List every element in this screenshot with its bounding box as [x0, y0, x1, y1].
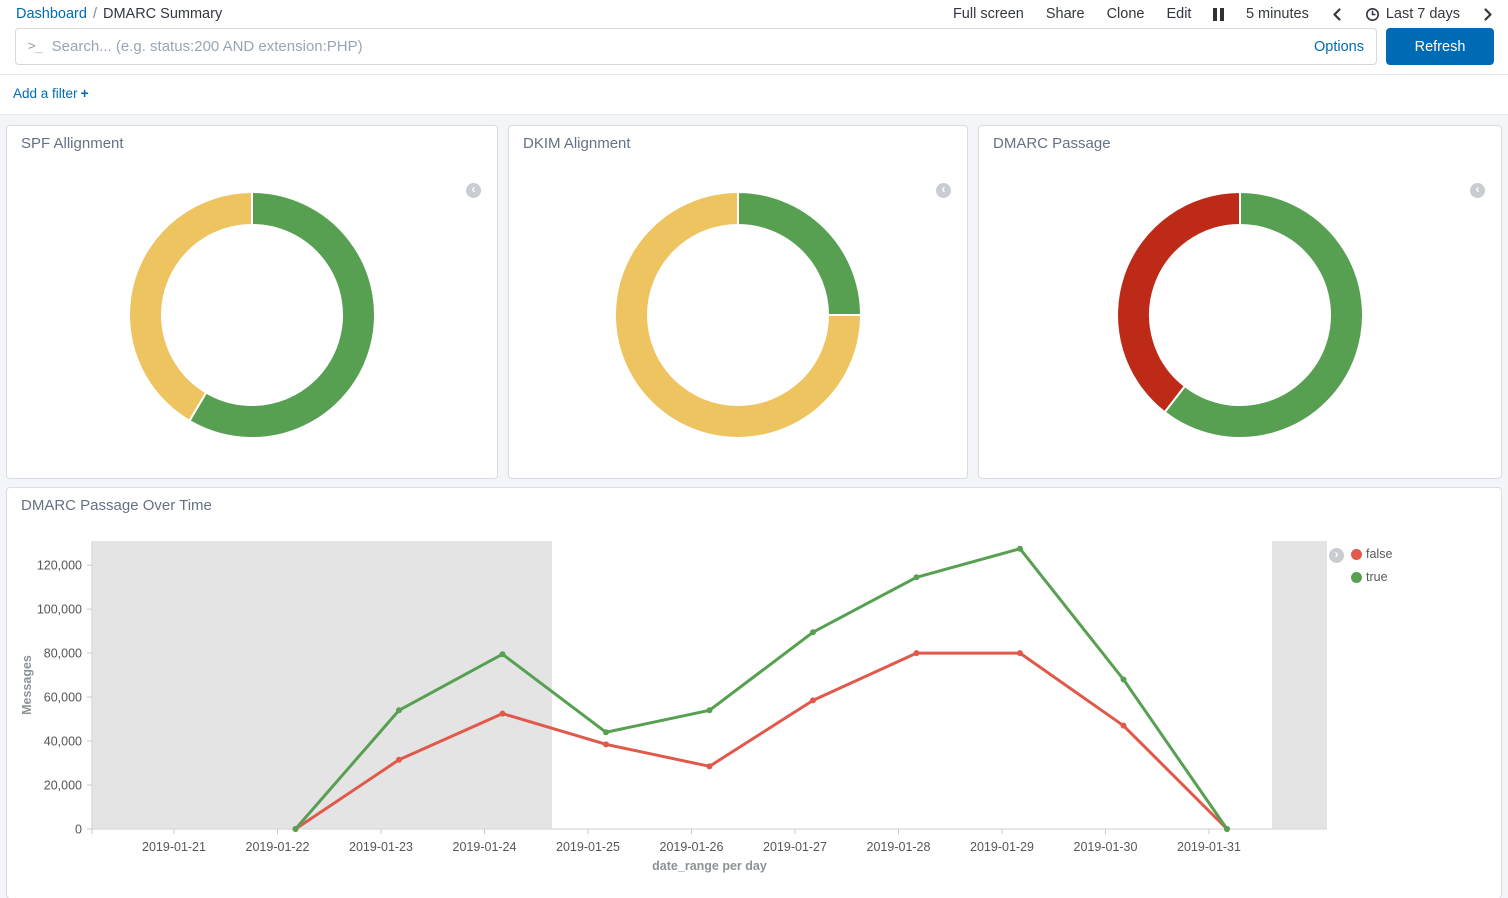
clock-icon [1365, 7, 1380, 22]
search-box[interactable]: >_ Options [15, 28, 1377, 65]
svg-text:2019-01-21: 2019-01-21 [142, 840, 206, 854]
legend-collapse-icon[interactable]: ‹ [936, 183, 951, 198]
svg-text:120,000: 120,000 [37, 559, 82, 573]
line-chart-area: 0 20,000 40,000 60,000 80,000 100,000 120,000 2… [7, 537, 1501, 882]
page-title: DMARC Summary [103, 6, 222, 22]
breadcrumb-dashboard-link[interactable]: Dashboard [16, 6, 87, 22]
dkim-alignment-donut-chart[interactable] [509, 190, 967, 440]
pause-refresh-icon[interactable] [1213, 8, 1224, 21]
breadcrumb: Dashboard / DMARC Summary [16, 6, 222, 22]
svg-text:2019-01-26: 2019-01-26 [660, 840, 724, 854]
panel-title: DMARC Passage Over Time [7, 488, 1501, 514]
query-bar: >_ Options Refresh [0, 26, 1508, 74]
panel-title: DKIM Alignment [509, 126, 967, 152]
breadcrumb-separator: / [93, 6, 97, 22]
search-input[interactable] [52, 38, 1296, 55]
svg-text:100,000: 100,000 [37, 603, 82, 617]
time-range-value: Last 7 days [1386, 6, 1460, 22]
edit-button[interactable]: Edit [1166, 6, 1191, 22]
legend-dot-true [1351, 572, 1362, 583]
panel-spf-alignment: SPF Allignment ‹ [6, 125, 498, 479]
svg-text:20,000: 20,000 [44, 779, 82, 793]
svg-text:2019-01-27: 2019-01-27 [763, 840, 827, 854]
svg-text:2019-01-24: 2019-01-24 [453, 840, 517, 854]
share-button[interactable]: Share [1046, 6, 1085, 22]
query-options-link[interactable]: Options [1314, 39, 1364, 55]
legend-collapse-icon[interactable]: ‹ [1470, 183, 1485, 198]
refresh-button[interactable]: Refresh [1386, 28, 1494, 65]
svg-text:2019-01-29: 2019-01-29 [970, 840, 1034, 854]
legend-collapse-icon[interactable]: ‹ [466, 183, 481, 198]
refresh-interval-value[interactable]: 5 minutes [1246, 6, 1309, 22]
legend-expand-icon[interactable]: › [1329, 548, 1344, 563]
svg-text:Messages: Messages [20, 655, 34, 715]
query-prompt-icon: >_ [28, 39, 42, 54]
filter-bar: Add a filter+ [0, 74, 1508, 115]
svg-text:0: 0 [75, 823, 82, 837]
svg-text:40,000: 40,000 [44, 735, 82, 749]
add-filter-link[interactable]: Add a filter+ [13, 86, 89, 101]
clone-button[interactable]: Clone [1107, 6, 1145, 22]
panel-dmarc-passage: DMARC Passage ‹ [978, 125, 1502, 479]
dashboard-grid: SPF Allignment ‹ DKIM Alignment ‹ DMARC … [0, 115, 1508, 898]
svg-text:2019-01-25: 2019-01-25 [556, 840, 620, 854]
svg-text:60,000: 60,000 [44, 691, 82, 705]
spf-alignment-donut-chart[interactable] [7, 190, 497, 440]
time-picker[interactable]: Last 7 days [1365, 6, 1460, 22]
full-screen-button[interactable]: Full screen [953, 6, 1024, 22]
dmarc-passage-line-chart[interactable]: 0 20,000 40,000 60,000 80,000 100,000 120,000 2… [7, 537, 1501, 882]
legend-dot-false [1351, 549, 1362, 560]
plus-icon: + [81, 85, 89, 101]
svg-text:2019-01-22: 2019-01-22 [246, 840, 310, 854]
time-range-back-icon[interactable] [1331, 7, 1343, 22]
svg-text:2019-01-23: 2019-01-23 [349, 840, 413, 854]
legend-item-false[interactable]: false [1351, 547, 1392, 561]
chart-legend: › false true [1329, 547, 1392, 584]
svg-text:2019-01-30: 2019-01-30 [1074, 840, 1138, 854]
svg-text:date_range per day: date_range per day [652, 859, 767, 873]
dmarc-passage-donut-chart[interactable] [979, 190, 1501, 440]
top-nav: Full screen Share Clone Edit 5 minutes L… [953, 6, 1494, 22]
svg-text:2019-01-31: 2019-01-31 [1177, 840, 1241, 854]
panel-dkim-alignment: DKIM Alignment ‹ [508, 125, 968, 479]
svg-text:80,000: 80,000 [44, 647, 82, 661]
panel-dmarc-passage-over-time: DMARC Passage Over Time 0 20,000 40,000 60,… [6, 487, 1502, 898]
panel-title: SPF Allignment [7, 126, 497, 152]
panel-title: DMARC Passage [979, 126, 1501, 152]
svg-text:2019-01-28: 2019-01-28 [867, 840, 931, 854]
legend-item-true[interactable]: true [1351, 570, 1392, 584]
top-bar: Dashboard / DMARC Summary Full screen Sh… [0, 0, 1508, 26]
time-range-forward-icon[interactable] [1482, 7, 1494, 22]
